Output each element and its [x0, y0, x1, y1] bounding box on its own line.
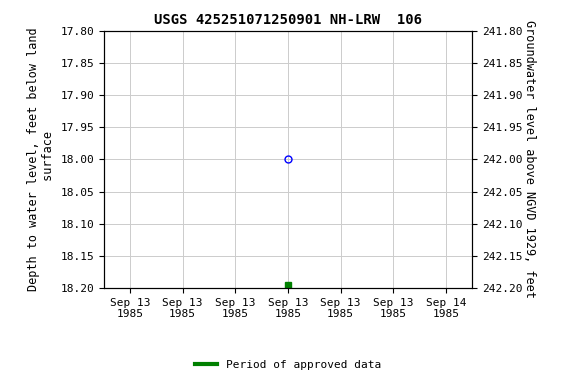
Title: USGS 425251071250901 NH-LRW  106: USGS 425251071250901 NH-LRW 106 — [154, 13, 422, 27]
Y-axis label: Depth to water level, feet below land
 surface: Depth to water level, feet below land su… — [26, 28, 55, 291]
Legend: Period of approved data: Period of approved data — [191, 356, 385, 375]
Y-axis label: Groundwater level above NGVD 1929, feet: Groundwater level above NGVD 1929, feet — [524, 20, 536, 298]
